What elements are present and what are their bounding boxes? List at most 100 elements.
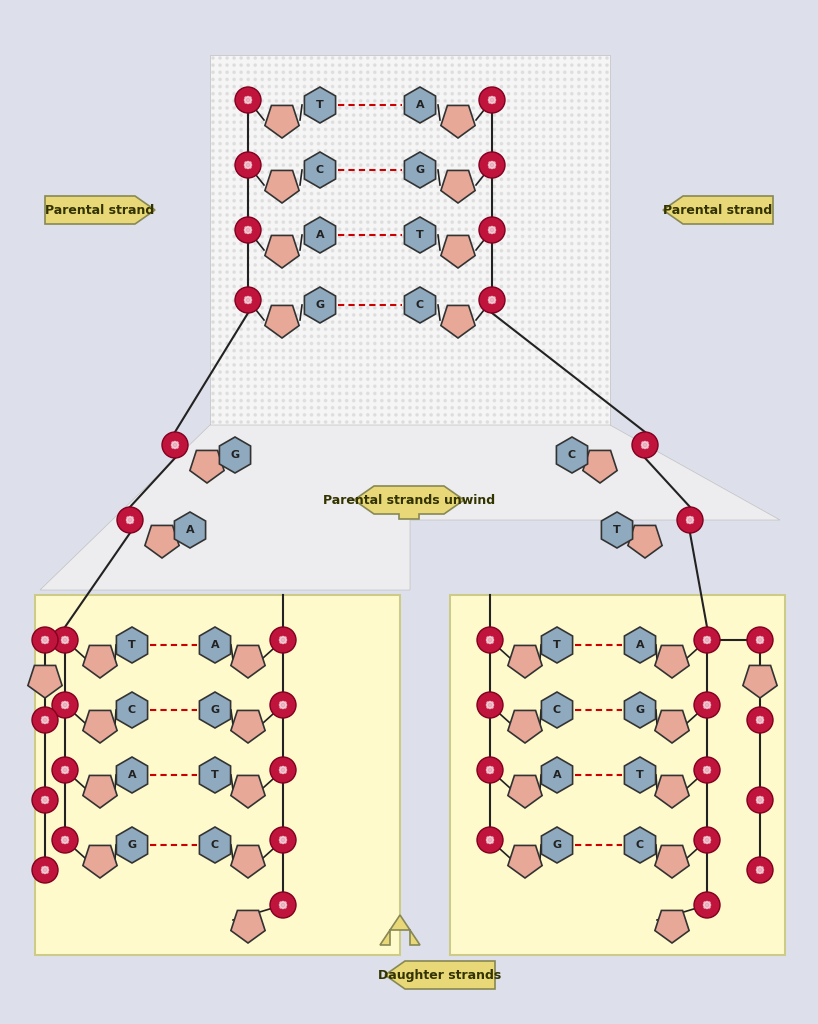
- Circle shape: [395, 335, 397, 338]
- Circle shape: [247, 356, 249, 359]
- Circle shape: [416, 349, 418, 352]
- Circle shape: [339, 710, 342, 713]
- Circle shape: [262, 795, 264, 798]
- Circle shape: [395, 99, 397, 102]
- Circle shape: [366, 421, 369, 423]
- Circle shape: [44, 830, 47, 833]
- Circle shape: [191, 809, 194, 812]
- Circle shape: [486, 328, 488, 331]
- Circle shape: [283, 611, 285, 613]
- Circle shape: [542, 264, 545, 266]
- Circle shape: [556, 407, 559, 409]
- Circle shape: [347, 668, 349, 670]
- Circle shape: [353, 767, 356, 769]
- Circle shape: [276, 795, 279, 798]
- Circle shape: [226, 292, 228, 295]
- Circle shape: [254, 279, 256, 281]
- Circle shape: [262, 767, 264, 769]
- Circle shape: [374, 178, 376, 180]
- Circle shape: [281, 636, 285, 639]
- Circle shape: [492, 162, 496, 164]
- Circle shape: [93, 745, 96, 748]
- Circle shape: [347, 689, 349, 691]
- Text: G: G: [316, 300, 325, 310]
- Circle shape: [521, 150, 524, 152]
- Circle shape: [360, 150, 362, 152]
- Text: Parental strands unwind: Parental strands unwind: [323, 494, 495, 507]
- Circle shape: [542, 321, 545, 324]
- Circle shape: [86, 660, 88, 663]
- Circle shape: [254, 92, 256, 95]
- Circle shape: [367, 618, 370, 621]
- Circle shape: [282, 78, 285, 81]
- Circle shape: [93, 646, 96, 649]
- Circle shape: [275, 106, 277, 110]
- Circle shape: [44, 930, 47, 932]
- Circle shape: [521, 106, 524, 110]
- Circle shape: [416, 378, 418, 380]
- Circle shape: [380, 142, 383, 144]
- Circle shape: [486, 841, 489, 844]
- Circle shape: [396, 838, 398, 840]
- Circle shape: [303, 142, 306, 144]
- Circle shape: [234, 859, 236, 861]
- Circle shape: [241, 937, 243, 939]
- Circle shape: [437, 356, 439, 359]
- Circle shape: [284, 839, 287, 842]
- Circle shape: [164, 653, 166, 655]
- Circle shape: [262, 738, 264, 740]
- Circle shape: [240, 243, 242, 245]
- Circle shape: [493, 185, 496, 187]
- Circle shape: [388, 392, 390, 394]
- Circle shape: [578, 71, 580, 74]
- Circle shape: [164, 781, 166, 783]
- Circle shape: [255, 880, 258, 883]
- Circle shape: [86, 845, 88, 847]
- Circle shape: [380, 150, 383, 152]
- Circle shape: [388, 85, 390, 88]
- Circle shape: [458, 385, 461, 387]
- Circle shape: [51, 625, 53, 628]
- Circle shape: [268, 150, 271, 152]
- Circle shape: [488, 700, 492, 703]
- Circle shape: [156, 859, 159, 861]
- Circle shape: [318, 646, 321, 649]
- Circle shape: [591, 349, 594, 352]
- Circle shape: [199, 908, 201, 910]
- Circle shape: [37, 852, 39, 854]
- Circle shape: [360, 92, 362, 95]
- Circle shape: [52, 692, 78, 718]
- Circle shape: [240, 157, 242, 159]
- Polygon shape: [624, 757, 655, 793]
- Circle shape: [312, 838, 314, 840]
- Circle shape: [361, 682, 363, 684]
- Circle shape: [501, 78, 503, 81]
- Circle shape: [488, 166, 492, 169]
- Circle shape: [212, 221, 214, 223]
- Circle shape: [430, 150, 432, 152]
- Circle shape: [121, 611, 124, 613]
- Circle shape: [331, 207, 334, 209]
- Circle shape: [493, 228, 496, 230]
- Circle shape: [226, 157, 228, 159]
- Circle shape: [757, 721, 759, 724]
- Circle shape: [444, 99, 447, 102]
- Circle shape: [233, 214, 236, 216]
- Circle shape: [219, 164, 221, 166]
- Circle shape: [226, 63, 228, 67]
- Circle shape: [128, 781, 131, 783]
- Circle shape: [213, 675, 215, 677]
- Circle shape: [571, 371, 573, 373]
- Circle shape: [51, 604, 53, 606]
- Circle shape: [491, 706, 494, 709]
- Circle shape: [142, 951, 145, 953]
- Circle shape: [396, 774, 398, 776]
- Circle shape: [521, 214, 524, 216]
- Circle shape: [93, 852, 96, 854]
- Circle shape: [437, 279, 439, 281]
- Circle shape: [261, 299, 263, 302]
- Circle shape: [318, 696, 321, 698]
- Circle shape: [262, 696, 264, 698]
- Circle shape: [507, 99, 510, 102]
- Circle shape: [599, 214, 601, 216]
